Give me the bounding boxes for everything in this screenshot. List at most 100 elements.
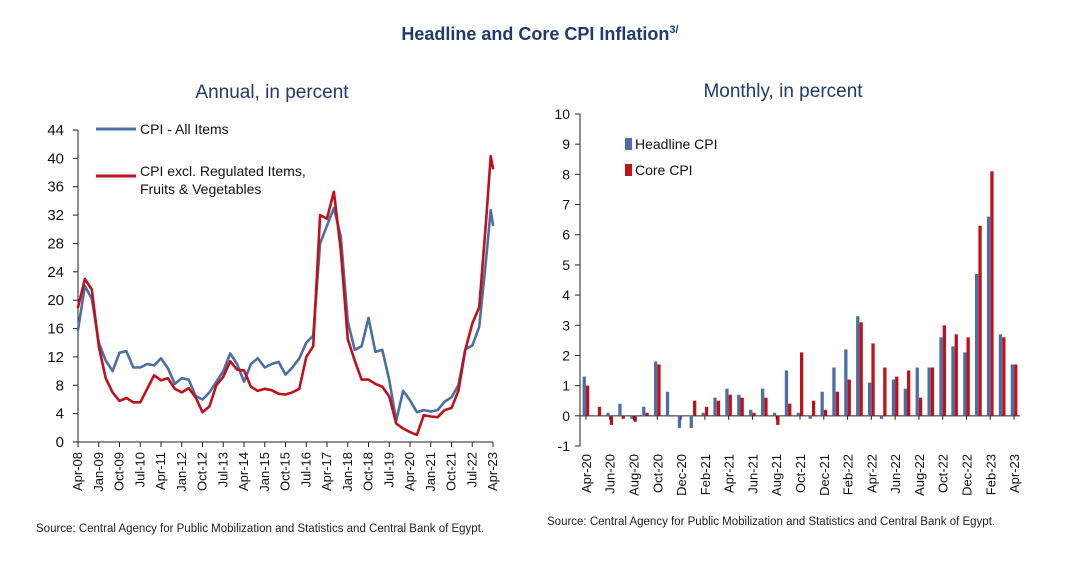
monthly-x-tick-label: Dec-22 [959,454,974,496]
cpi-all-items-line [76,206,495,423]
headline-cpi-bar [737,394,741,416]
core-cpi-bar [811,400,816,416]
annual-y-tick-label: 0 [56,434,64,451]
annual-y-tick-label: 24 [47,264,64,281]
headline-cpi-bar [654,361,658,416]
annual-x-tick-label: Apr-11 [153,452,168,490]
headline-cpi-bar [868,382,872,416]
legend-label-core-cpi: Core CPI [635,162,693,178]
annual-x-tick-label: Jan-09 [91,452,106,492]
core-cpi-bar [1002,337,1006,416]
title-footnote-mark: 3/ [669,24,679,36]
core-cpi-bar [776,415,780,425]
monthly-chart-subtitle: Monthly, in percent [703,81,863,102]
headline-cpi-bar [915,367,919,416]
annual-x-tick-label: Oct-21 [444,452,459,491]
legend-label-cpi-all-items: CPI - All Items [140,121,229,137]
monthly-x-tick-label: Oct-21 [793,454,808,493]
headline-cpi-bar [891,379,896,416]
core-cpi-bar [788,403,792,416]
annual-x-tick-label: Oct-18 [361,452,376,491]
core-cpi-bar [871,343,875,416]
annual-y-tick-label: 40 [47,150,64,167]
cpi-core-excl-line [76,154,495,437]
annual-y-tick-label: 44 [47,122,64,139]
core-cpi-bar [740,397,744,416]
headline-cpi-bar [808,415,812,419]
monthly-x-tick-label: Aug-20 [627,454,642,496]
monthly-x-tick-label: Oct-20 [650,454,665,493]
headline-cpi-bar [749,409,753,416]
monthly-y-tick-label: 3 [562,317,570,333]
core-cpi-bar [907,370,911,416]
core-cpi-bar [918,397,923,416]
core-cpi-bar [633,415,637,422]
annual-y-tick-label: 36 [47,179,64,196]
monthly-x-tick-label: Aug-22 [912,454,927,496]
monthly-cpi-bar-chart: Monthly, in percent -1 0 1 2 3 4 5 6 7 8 9 10 Apr-20 J… [554,81,1022,496]
core-cpi-bar [966,337,970,416]
annual-x-tick-label: Apr-17 [319,452,334,491]
monthly-y-tick-label: 4 [562,287,570,303]
monthly-x-tick-label: Apr-20 [579,454,594,493]
monthly-y-tick-label: -1 [558,438,571,454]
annual-chart-subtitle: Annual, in percent [195,82,349,103]
core-cpi-bar [764,397,768,416]
core-cpi-bar [954,334,958,416]
headline-cpi-bar [939,337,943,416]
monthly-x-tick-label: Dec-21 [817,454,832,496]
core-cpi-bar [645,412,649,416]
core-cpi-bar [895,376,899,416]
core-cpi-bar [883,367,887,416]
core-cpi-bar [693,400,697,416]
legend-label-headline-cpi: Headline CPI [635,136,718,152]
monthly-x-tick-label: Apr-21 [722,454,737,493]
source-note-left: Source: Central Agency for Public Mobili… [36,523,485,535]
core-cpi-bar [681,415,685,417]
core-cpi-bar [847,379,851,416]
core-cpi-bar [609,415,613,425]
core-cpi-bar [835,391,839,416]
monthly-y-tick-label: 9 [562,136,570,152]
headline-cpi-bar [713,397,717,416]
annual-x-tick-label: Oct-09 [112,452,127,491]
core-cpi-bar [585,385,590,416]
monthly-y-tick-label: 2 [562,347,570,363]
headline-cpi-bar [642,406,646,416]
core-cpi-bar [823,409,828,416]
annual-x-tick-label: Jul-16 [298,452,313,487]
headline-cpi-bar [606,412,610,416]
headline-cpi-bar [879,415,884,419]
headline-cpi-bar [582,376,586,416]
annual-y-tick-label: 16 [47,321,64,338]
headline-cpi-bar [820,391,824,416]
monthly-y-tick-label: 7 [562,197,570,213]
annual-x-tick-label: Jan-21 [423,452,438,492]
monthly-x-tick-label: Dec-20 [674,454,689,496]
core-cpi-bar [990,171,994,416]
headline-cpi-bar [998,334,1003,416]
headline-cpi-bar [677,415,682,428]
annual-x-tick-label: Jul-10 [132,452,147,487]
monthly-y-tick-label: 0 [562,408,570,424]
headline-cpi-bar [1010,364,1014,416]
headline-cpi-bar [844,349,848,416]
monthly-x-tick-label: Jun-21 [745,454,760,494]
annual-x-tick-label: Apr-20 [402,452,417,491]
core-cpi-bar [621,415,625,419]
monthly-x-tick-label: Oct-22 [936,454,951,493]
monthly-x-tick-label: Feb-21 [698,454,713,495]
monthly-y-tick-label: 10 [554,106,570,122]
headline-cpi-bar [796,412,800,416]
monthly-x-tick-label: Feb-22 [841,454,856,495]
headline-cpi-bar [784,370,789,416]
core-cpi-bar [942,325,946,416]
core-cpi-bar [657,364,661,416]
headline-cpi-bar [832,367,836,416]
core-cpi-bar [669,415,673,417]
annual-x-tick-label: Jan-12 [174,452,189,492]
monthly-x-tick-label: Jun-20 [603,454,618,494]
headline-cpi-bar [927,367,931,416]
annual-y-tick-label: 8 [56,377,64,394]
annual-x-tick-label: Jul-22 [464,452,479,487]
